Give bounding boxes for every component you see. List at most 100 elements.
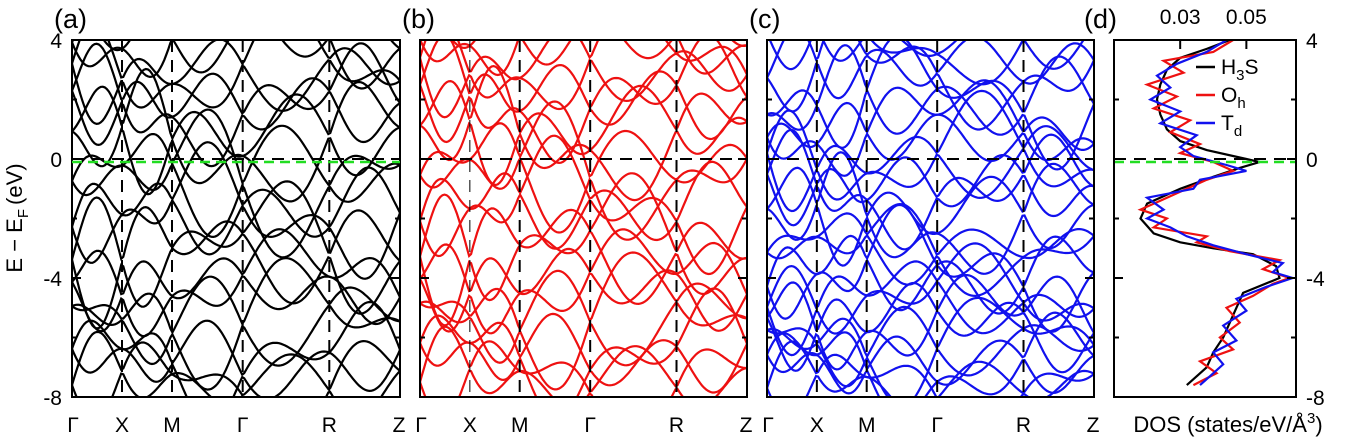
panel-b: Γ X M Γ R Z (b) [402,4,753,437]
y-tick-label-right: -8 [1306,387,1325,410]
kpoint-label: Γ [584,414,596,437]
y-tick-label-right: 0 [1306,149,1318,172]
band-line [72,80,400,196]
band-line [72,154,400,259]
panel-label: (b) [402,4,435,34]
kpoint-label: X [810,414,824,437]
band-line [420,312,747,394]
band-line [767,202,1094,260]
band-lines [72,40,400,397]
band-line [420,40,747,111]
kpoint-label: Γ [67,414,79,437]
band-line [72,40,400,90]
band-line [72,303,400,391]
band-line [72,228,400,338]
band-lines [420,40,747,397]
band-line [767,89,1094,213]
y-tick-label-right: -4 [1306,268,1325,291]
kpoint-label: M [163,414,181,437]
band-line [767,325,1094,397]
band-line [72,196,400,315]
band-line [420,241,747,312]
y-tick-label: -4 [43,268,62,291]
kpoint-label: Γ [762,414,774,437]
band-line [72,330,400,397]
band-line [420,287,747,397]
kpoint-label: R [322,414,337,437]
band-line [767,162,1094,267]
band-line [767,40,1094,131]
y-tick-label: 4 [50,30,62,53]
panel-label: (d) [1084,4,1117,34]
y-tick-label: 0 [50,149,62,172]
band-line [767,86,1094,162]
kpoint-label: X [463,414,477,437]
kpoint-label: Z [1087,414,1100,437]
band-line [767,40,1094,171]
kpoint-label: Γ [237,414,249,437]
band-line [899,40,1085,86]
kpoint-label: R [1016,414,1031,437]
band-line [767,109,1094,200]
band-line [72,249,400,311]
kpoint-label: R [669,414,684,437]
dos-series-2 [1144,40,1296,386]
band-line [420,40,747,75]
band-line [72,300,400,397]
kpoint-label: Γ [415,414,427,437]
band-line [420,325,747,397]
band-line [72,72,400,147]
x-axis-title: DOS (states/eV/Å3) [1133,410,1322,437]
band-line [420,63,747,144]
band-line [420,345,747,397]
y-axis-title: E − EF(eV) [2,163,32,272]
band-line [420,300,747,391]
band-line [420,193,747,306]
band-line [72,141,400,280]
band-line [420,84,747,187]
band-lines [767,40,1094,397]
kpoint-label: Γ [931,414,943,437]
kpoint-label: M [858,414,876,437]
kpoint-label: X [115,414,129,437]
band-line [420,64,747,202]
band-line [767,228,1094,298]
shared-axis-labels: 4 0 -4 -8 E − EF(eV) [2,30,62,410]
band-line [767,360,1094,397]
band-line [767,340,1094,397]
panel-c: Γ X M Γ R Z (c) [749,4,1100,437]
y-tick-label-right: 4 [1306,30,1318,53]
band-line [72,40,400,113]
dos-curves [1137,40,1296,387]
band-line [768,40,959,71]
kpoint-label: M [511,414,529,437]
band-line [420,134,747,276]
band-line [72,40,400,79]
legend-entry: H3S [1221,56,1259,84]
y-tick-label: -8 [43,387,62,410]
panel-label: (c) [749,4,780,34]
band-line [767,40,1094,113]
panel-d-dos: 4 0 -4 -8 0.03 0.05 (d) DOS (states/eV/Å3) H3SOh… [1084,4,1325,437]
legend-entry: Td [1221,112,1242,140]
band-line [767,242,1094,357]
x-tick-label-top: 0.03 [1160,6,1201,29]
band-line [72,319,400,393]
band-line [420,143,747,241]
band-line [420,172,747,327]
band-line [72,180,400,330]
band-line [767,79,1094,177]
kpoint-label: Z [740,414,753,437]
band-line [767,296,1094,359]
band-line [72,339,400,397]
band-line [450,40,747,77]
band-line [420,228,747,335]
band-line [72,40,400,126]
legend-entry: Oh [1221,84,1246,112]
panel-label: (a) [54,4,87,34]
band-line [420,100,747,189]
band-line [420,251,747,332]
band-line [72,166,400,256]
